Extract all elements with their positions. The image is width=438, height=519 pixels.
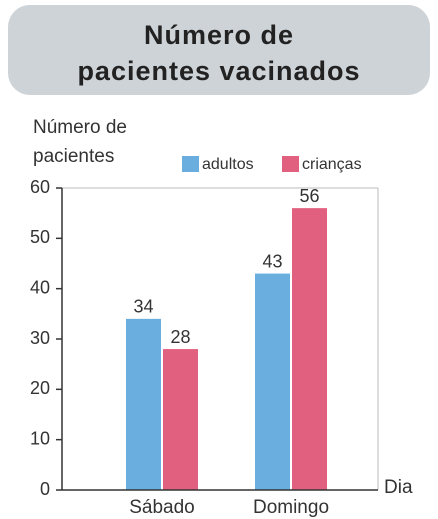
chart-title: pacientes vacinados [77, 56, 360, 86]
legend-swatch [282, 156, 299, 172]
legend-label: crianças [302, 156, 362, 173]
y-axis-label: Número de [33, 117, 127, 138]
title-box [8, 5, 430, 95]
chart-title: Número de [144, 20, 294, 50]
data-label: 34 [133, 297, 153, 317]
y-tick-label: 60 [30, 177, 50, 197]
y-tick-label: 20 [30, 378, 50, 398]
bar [292, 208, 327, 490]
y-tick-label: 10 [30, 428, 50, 448]
x-axis-label: Dia [384, 477, 413, 498]
y-tick-label: 0 [40, 479, 50, 499]
bar [163, 349, 198, 490]
x-tick-label: Domingo [253, 497, 329, 518]
data-label: 43 [262, 251, 282, 271]
bar [255, 273, 290, 490]
legend-swatch [182, 156, 199, 172]
y-tick-label: 30 [30, 328, 50, 348]
legend-label: adultos [202, 156, 254, 173]
bar [126, 318, 161, 490]
x-tick-label: Sábado [129, 497, 195, 518]
y-axis-label: pacientes [33, 146, 114, 167]
y-tick-label: 50 [30, 227, 50, 247]
y-tick-label: 40 [30, 277, 50, 297]
data-label: 56 [299, 186, 319, 206]
data-label: 28 [170, 327, 190, 347]
